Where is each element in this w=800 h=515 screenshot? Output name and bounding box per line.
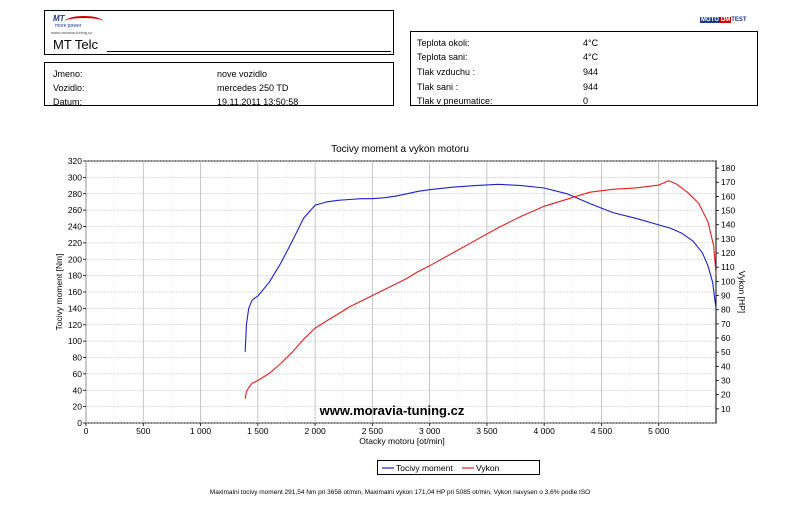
- y-right-tick-label: 160: [721, 191, 735, 201]
- y-right-tick-label: 50: [721, 347, 731, 357]
- y-left-tick-label: 240: [68, 222, 82, 232]
- ambient-temp-value: 4°C: [583, 38, 599, 48]
- intake-temp-value: 4°C: [583, 52, 599, 62]
- y-right-tick-label: 150: [721, 206, 735, 216]
- intake-pressure-value: 944: [583, 82, 599, 92]
- x-tick-label: 4 000: [534, 426, 556, 436]
- y-left-tick-label: 60: [73, 369, 83, 379]
- moto-logo-part-1: MOTO: [700, 17, 720, 23]
- intake-temp-label: Teplota sani:: [417, 52, 468, 62]
- y-right-tick-label: 20: [721, 390, 731, 400]
- company-header: MT more power www.moravia-tuning.cz MT T…: [44, 10, 394, 55]
- x-tick-label: 1 000: [190, 426, 212, 436]
- logo-tagline: more power: [55, 23, 82, 29]
- y-right-tick-label: 30: [721, 376, 731, 386]
- y-left-tick-label: 280: [68, 189, 82, 199]
- tire-pressure-label: Tlak v pneumatice:: [417, 96, 493, 106]
- y-right-tick-label: 80: [721, 305, 731, 315]
- vehicle-model-label: Vozidlo:: [53, 83, 85, 93]
- y-left-tick-label: 180: [68, 271, 82, 281]
- y-left-tick-label: 320: [68, 156, 82, 166]
- moto-logo-part-3: TEST: [731, 17, 747, 23]
- y-left-tick-label: 80: [73, 353, 83, 363]
- y-axis-right-label: Vykon [HP]: [737, 271, 747, 313]
- watermark-text: www.moravia-tuning.cz: [319, 403, 465, 418]
- chart-legend: Tocivy moment Vykon: [377, 460, 540, 475]
- plot-area: [85, 160, 717, 424]
- vehicle-name-label: Jmeno:: [53, 69, 83, 79]
- y-left-tick-label: 160: [68, 287, 82, 297]
- y-axis-left-label: Tocivy moment [Nm]: [54, 254, 64, 331]
- x-tick-label: 1 500: [247, 426, 269, 436]
- y-left-tick-label: 220: [68, 238, 82, 248]
- air-pressure-label: Tlak vzduchu :: [417, 67, 476, 77]
- chart-title: Tocivy moment a vykon motoru: [331, 144, 469, 155]
- y-right-tick-label: 10: [721, 404, 731, 414]
- logo-url: www.moravia-tuning.cz: [51, 30, 93, 35]
- y-left-tick-label: 0: [77, 418, 82, 428]
- vehicle-name-value: nove vozidlo: [217, 69, 268, 79]
- moto-logo-part-2: DM: [719, 17, 732, 23]
- x-tick-label: 3 000: [419, 426, 441, 436]
- intake-pressure-label: Tlak sani :: [417, 82, 459, 92]
- x-tick-label: 2 000: [304, 426, 326, 436]
- tire-pressure-value: 0: [583, 96, 589, 106]
- axis-ticks: 0 500 1 000 1 500 2 000 2 500 3 000 3 500 4 000 4…: [68, 156, 736, 436]
- grid-lines: [85, 160, 716, 424]
- ambient-temp-label: Teplota okoli:: [417, 38, 470, 48]
- y-right-tick-label: 40: [721, 361, 731, 371]
- date-label: Datum:: [53, 97, 83, 107]
- legend-label-power: Vykon: [476, 463, 500, 473]
- environment-panel: Teplota okoli: 4°C Teplota sani: 4°C Tla…: [410, 31, 758, 106]
- company-name: MT Telc: [53, 37, 99, 52]
- y-right-tick-label: 60: [721, 333, 731, 343]
- series-lines: [244, 180, 717, 399]
- logo-mark: MT: [53, 14, 65, 23]
- legend-label-torque: Tocivy moment: [396, 463, 453, 473]
- y-left-tick-label: 200: [68, 254, 82, 264]
- torque-curve: [244, 183, 717, 352]
- logo-swoosh-icon: [65, 16, 103, 27]
- date-value: 19.11.2011 13:50:58: [217, 97, 299, 107]
- y-left-tick-label: 140: [68, 303, 82, 313]
- y-right-tick-label: 90: [721, 291, 731, 301]
- x-axis-label: Otacky motoru [ot/min]: [359, 436, 445, 446]
- y-right-tick-label: 130: [721, 234, 735, 244]
- x-tick-label: 0: [84, 426, 89, 436]
- y-right-tick-label: 70: [721, 319, 731, 329]
- y-right-tick-label: 170: [721, 177, 735, 187]
- x-tick-label: 2 500: [362, 426, 384, 436]
- vehicle-info-panel: Jmeno: nove vozidlo Vozidlo: mercedes 25…: [44, 62, 394, 107]
- y-left-tick-label: 20: [73, 402, 83, 412]
- y-left-tick-label: 260: [68, 205, 82, 215]
- y-left-tick-label: 100: [68, 336, 82, 346]
- x-tick-label: 5 000: [648, 426, 670, 436]
- y-right-tick-label: 120: [721, 248, 735, 258]
- footnote-summary: Maximalni tocivy moment 291,54 Nm pri 36…: [209, 489, 591, 496]
- y-left-tick-label: 120: [68, 320, 82, 330]
- y-right-tick-label: 100: [721, 276, 735, 286]
- y-right-tick-label: 140: [721, 220, 735, 230]
- y-left-tick-label: 300: [68, 172, 82, 182]
- y-left-tick-label: 40: [73, 385, 83, 395]
- vehicle-model-value: mercedes 250 TD: [217, 83, 289, 93]
- x-tick-label: 4 500: [591, 426, 613, 436]
- company-underline: [107, 51, 391, 52]
- motodm-test-logo: MOTO DMTEST: [700, 17, 747, 23]
- x-tick-label: 500: [136, 426, 150, 436]
- y-right-tick-label: 110: [721, 262, 735, 272]
- air-pressure-value: 944: [583, 67, 599, 77]
- power-curve: [244, 180, 717, 399]
- y-right-tick-label: 180: [721, 163, 735, 173]
- x-tick-label: 3 500: [476, 426, 498, 436]
